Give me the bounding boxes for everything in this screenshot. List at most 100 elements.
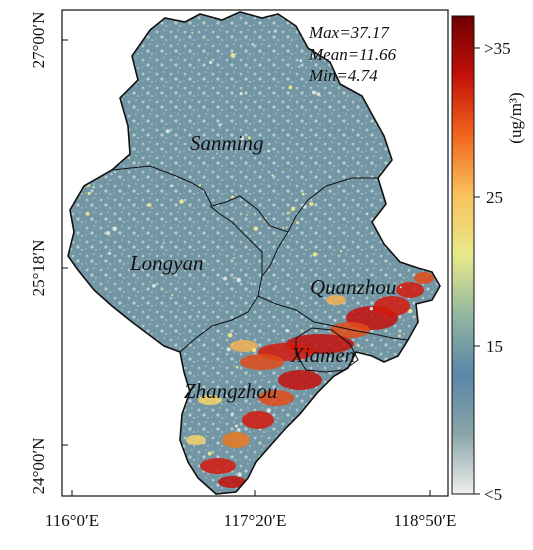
- raster-speckle: [87, 183, 91, 187]
- region-label-longyan: Longyan: [129, 251, 204, 275]
- raster-speckle: [147, 203, 152, 207]
- raster-speckle: [239, 92, 243, 96]
- raster-speckle: [218, 123, 222, 127]
- colorbar: [451, 15, 475, 495]
- raster-speckle: [274, 285, 277, 288]
- boundary-quanzhou-south: [257, 295, 409, 341]
- raster-speckle: [223, 276, 227, 281]
- raster-speckle: [138, 162, 140, 164]
- raster-speckle: [108, 251, 112, 255]
- stat-max: Max=37.17: [308, 23, 390, 42]
- raster-speckle: [299, 59, 303, 63]
- raster-speckle: [170, 184, 174, 188]
- raster-speckle: [237, 428, 241, 432]
- y-tick-label: 25°18′N: [29, 240, 48, 297]
- raster-speckle: [97, 433, 100, 436]
- raster-speckle: [129, 19, 134, 24]
- raster-speckle: [250, 282, 253, 285]
- raster-speckle: [369, 307, 374, 311]
- raster-speckle: [99, 86, 102, 89]
- raster-speckle: [246, 214, 248, 216]
- city-boundaries: [111, 165, 409, 373]
- raster-speckle: [230, 53, 236, 58]
- province-outline: [67, 11, 441, 495]
- raster-speckle: [216, 152, 218, 155]
- raster-speckle: [302, 192, 305, 196]
- raster-speckle: [235, 365, 239, 369]
- raster-speckle: [425, 393, 430, 398]
- raster-speckle: [207, 451, 212, 456]
- hotspot-patch: [414, 272, 434, 284]
- hotspot-patch: [200, 458, 236, 474]
- raster-speckle: [162, 241, 165, 244]
- raster-speckle: [117, 23, 122, 28]
- region-label-quanzhou: Quanzhou: [310, 275, 396, 299]
- hotspot-patch: [396, 282, 424, 298]
- hotspot-patch: [374, 296, 410, 316]
- raster-speckle: [269, 483, 274, 488]
- raster-speckle: [291, 206, 296, 211]
- raster-speckle: [131, 481, 135, 485]
- raster-speckle: [77, 90, 81, 95]
- raster-speckle: [118, 123, 122, 127]
- raster-speckle: [389, 213, 393, 217]
- raster-speckle: [92, 185, 95, 189]
- hotspot-patch: [198, 395, 222, 405]
- raster-speckle: [156, 433, 160, 438]
- raster-speckle: [233, 277, 235, 280]
- raster-speckle: [117, 358, 122, 362]
- raster-speckle: [294, 199, 297, 202]
- raster-speckle: [285, 329, 289, 333]
- raster-speckle: [408, 308, 413, 314]
- raster-speckle: [337, 169, 340, 172]
- raster-speckle: [78, 283, 83, 287]
- hotspot-patch: [326, 295, 346, 305]
- raster-speckle: [266, 408, 271, 413]
- raster-speckle: [339, 250, 343, 253]
- raster-speckle: [285, 226, 288, 229]
- raster-speckle: [312, 252, 318, 257]
- hotspot-patch: [240, 354, 284, 370]
- stat-min: Min=4.74: [308, 66, 378, 85]
- raster-speckle: [273, 30, 277, 33]
- hotspot-patch: [230, 340, 258, 352]
- raster-speckle: [302, 204, 307, 209]
- raster-speckle: [136, 327, 140, 331]
- raster-speckle: [424, 260, 426, 263]
- raster-speckle: [131, 36, 134, 39]
- raster-speckle: [167, 468, 170, 471]
- hotspot-patch: [218, 476, 246, 488]
- hotspot-patch: [222, 432, 250, 448]
- raster-speckle: [142, 266, 146, 270]
- raster-speckle: [239, 136, 245, 141]
- axis-ticks: [62, 39, 431, 496]
- raster-speckle: [209, 60, 213, 65]
- raster-speckle: [366, 212, 368, 215]
- raster-speckle: [253, 226, 259, 231]
- colorbar-ticks: [474, 47, 480, 495]
- raster-speckle: [179, 199, 184, 204]
- boundary-quanzhou-west: [261, 231, 289, 277]
- raster-speckle: [296, 221, 300, 225]
- colorbar-tick-label: 15: [486, 337, 503, 356]
- raster-speckle: [178, 488, 180, 491]
- raster-speckle: [236, 277, 242, 283]
- raster-speckle: [131, 392, 135, 396]
- raster-speckle: [85, 211, 90, 216]
- x-tick-label: 118°50′E: [394, 511, 457, 530]
- raster-speckle: [334, 319, 337, 322]
- raster-speckle: [397, 180, 400, 184]
- raster-speckle: [227, 332, 233, 338]
- raster-speckle: [311, 90, 316, 95]
- y-tick-label: 24°00′N: [29, 438, 48, 495]
- hotspot-patch: [258, 390, 294, 406]
- raster-speckle: [251, 43, 255, 46]
- raster-speckle: [69, 478, 74, 482]
- raster-speckle: [191, 32, 194, 34]
- boundary-xiamen: [295, 327, 359, 373]
- raster-speckle: [152, 284, 156, 288]
- colorbar-unit-label: (ug/m³): [506, 92, 525, 143]
- x-tick-label: 116°0′E: [45, 511, 99, 530]
- raster-speckle: [313, 427, 316, 430]
